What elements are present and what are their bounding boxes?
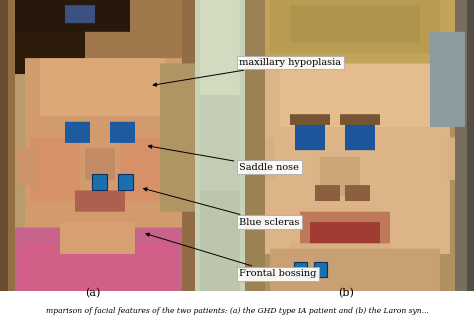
Text: maxillary hypoplasia: maxillary hypoplasia xyxy=(153,58,341,86)
Text: (b): (b) xyxy=(338,288,354,298)
Text: Frontal bossing: Frontal bossing xyxy=(146,233,317,278)
Text: Saddle nose: Saddle nose xyxy=(148,145,299,172)
Bar xyxy=(294,262,307,277)
Text: Blue scleras: Blue scleras xyxy=(144,188,300,227)
Bar xyxy=(314,262,327,277)
Bar xyxy=(92,174,107,191)
Text: (a): (a) xyxy=(85,288,100,298)
Bar xyxy=(118,174,133,191)
Text: mparison of facial features of the two patients: (a) the GHD type IA patient and: mparison of facial features of the two p… xyxy=(46,307,428,315)
